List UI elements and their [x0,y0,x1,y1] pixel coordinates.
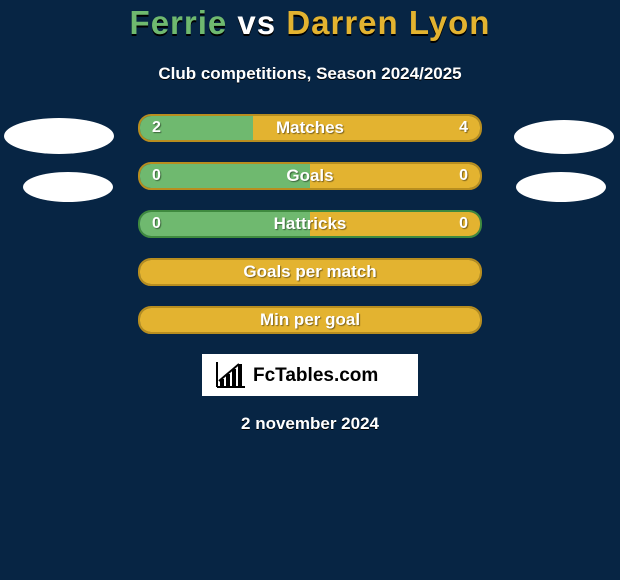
stat-bars: 24Matches 00Goals 00Hattricks Goals per mat… [138,114,482,334]
stat-bar-hattricks: 00Hattricks [138,210,482,238]
title-player-right: Darren Lyon [286,4,490,41]
stat-label: Min per goal [140,308,480,332]
page-title: Ferrie vs Darren Lyon [0,4,620,42]
comparison-stage: 24Matches 00Goals 00Hattricks Goals per mat… [0,114,620,434]
team-logo-left-1 [4,118,114,154]
team-logo-right-2 [516,172,606,202]
stat-label: Matches [140,116,480,140]
stat-bar-matches: 24Matches [138,114,482,142]
stat-label: Goals [140,164,480,188]
stat-bar-goals-per-match: Goals per match [138,258,482,286]
team-logo-left-2 [23,172,113,202]
stat-bar-goals: 00Goals [138,162,482,190]
stat-label: Goals per match [140,260,480,284]
brand-box: FcTables.com [202,354,418,396]
brand-text: FcTables.com [253,365,378,386]
title-player-left: Ferrie [130,4,228,41]
stat-bar-min-per-goal: Min per goal [138,306,482,334]
subtitle: Club competitions, Season 2024/2025 [0,64,620,84]
fctables-logo-icon: FcTables.com [215,360,405,390]
stat-label: Hattricks [140,212,480,236]
team-logo-right-1 [514,120,614,154]
snapshot-date: 2 november 2024 [0,414,620,434]
title-separator: vs [237,4,276,41]
